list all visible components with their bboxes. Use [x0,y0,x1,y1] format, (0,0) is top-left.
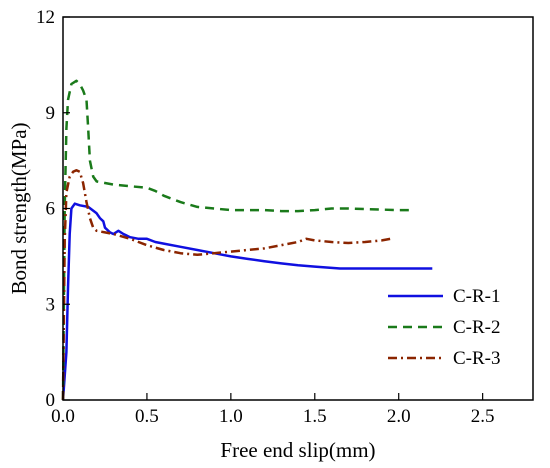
series-line-c-r-2 [61,79,413,401]
series-line-c-r-1 [61,202,433,401]
x-tick-label: 1.5 [303,406,327,427]
axis-tick-labels: 0.0 0.5 1.0 1.5 2.0 2.5 0 3 6 9 12 [36,7,495,427]
x-tick-label: 2.0 [387,406,411,427]
y-tick-label: 3 [46,294,56,315]
x-tick-label: 0.0 [51,406,75,427]
legend: C-R-1 C-R-2 C-R-3 [388,286,501,369]
y-tick-label: 12 [36,7,55,28]
x-axis-title: Free end slip(mm) [220,438,375,462]
legend-label: C-R-1 [453,286,501,307]
y-axis-title: Bond strength(MPa) [7,122,31,294]
axis-ticks [62,16,484,401]
x-tick-label: 1.0 [219,406,243,427]
y-tick-label: 6 [46,199,56,220]
legend-label: C-R-3 [453,348,501,369]
plot-lines [61,79,433,401]
x-tick-label: 2.5 [471,406,495,427]
y-tick-label: 0 [46,390,56,411]
series-line-c-r-3 [61,168,391,401]
legend-label: C-R-2 [453,317,501,338]
x-tick-label: 0.5 [135,406,159,427]
plot-frame [62,16,534,401]
y-tick-label: 9 [46,103,56,124]
